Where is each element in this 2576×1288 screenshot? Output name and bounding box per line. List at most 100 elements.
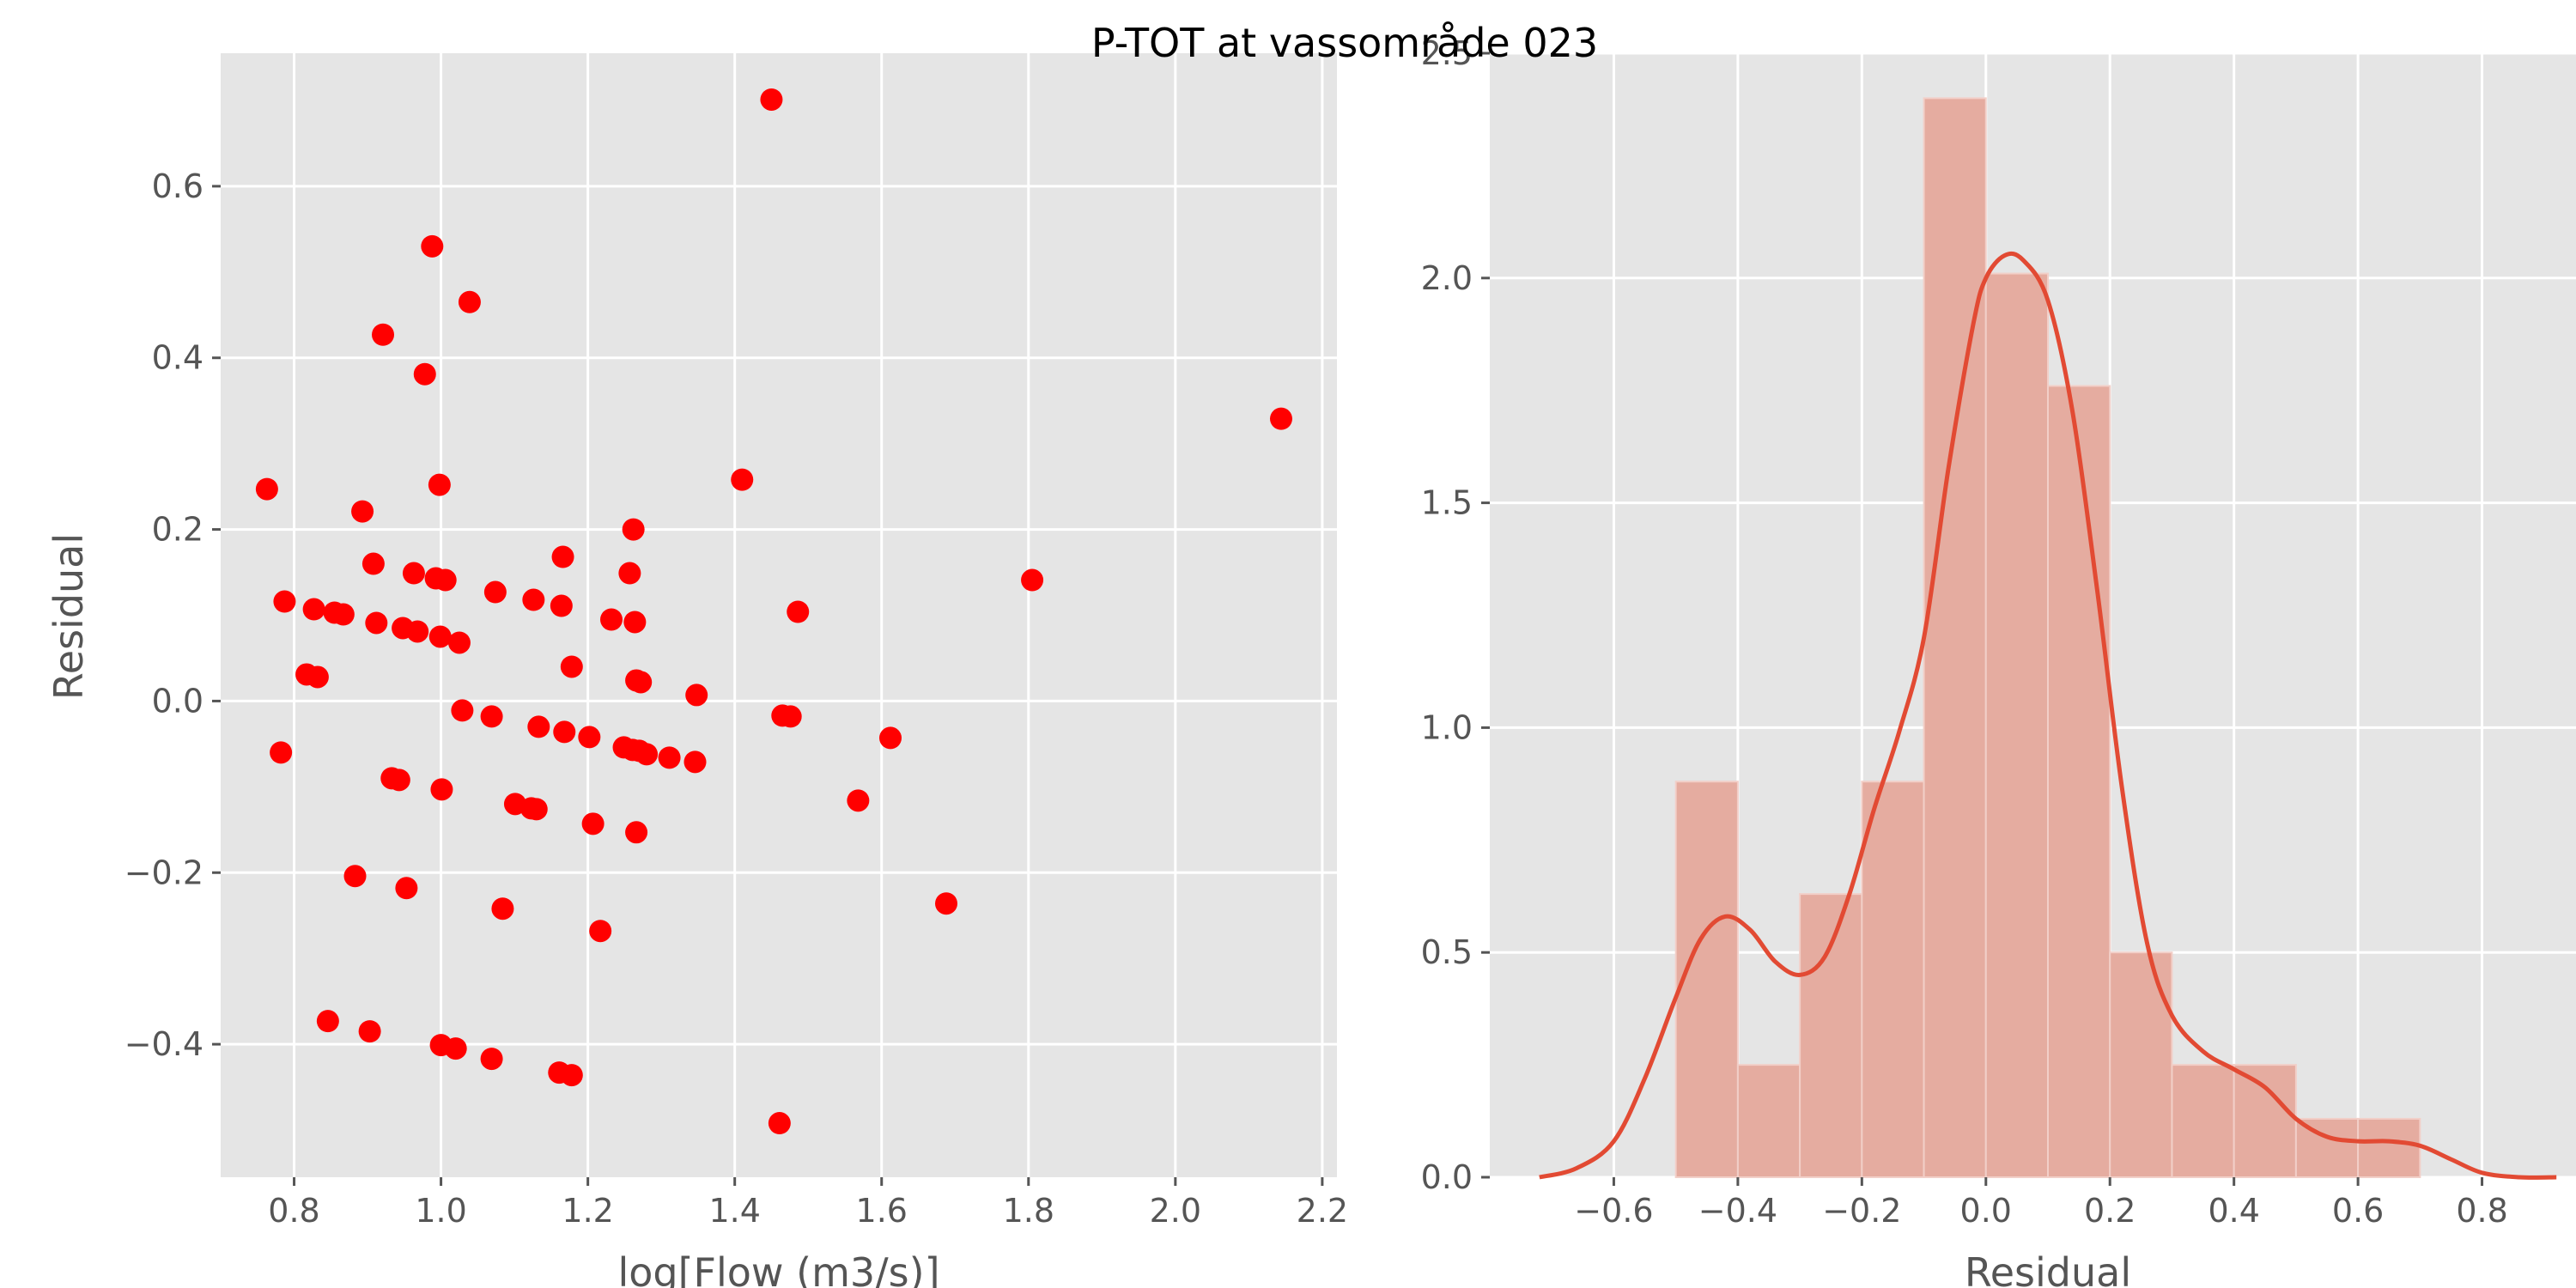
histogram-x-tick-label: 0.0	[1960, 1192, 2012, 1230]
scatter-point	[685, 683, 708, 707]
scatter-point	[406, 620, 429, 643]
histogram-x-tick-label: −0.4	[1698, 1192, 1777, 1230]
scatter-point	[768, 1112, 791, 1135]
scatter-point	[760, 88, 783, 111]
scatter-gridlines	[221, 53, 1337, 1177]
scatter-point	[395, 877, 418, 900]
scatter-point	[589, 920, 612, 943]
scatter-point	[387, 769, 410, 792]
scatter-point	[658, 746, 681, 769]
scatter-point	[365, 611, 388, 635]
scatter-point	[625, 821, 648, 844]
scatter-point	[551, 545, 574, 568]
scatter-point	[306, 665, 329, 689]
scatter-x-tick-label: 1.8	[1003, 1192, 1054, 1230]
scatter-point	[623, 611, 647, 634]
scatter-point	[331, 603, 355, 626]
scatter-point	[372, 323, 395, 346]
scatter-point	[527, 715, 550, 738]
scatter-point	[343, 865, 367, 888]
scatter-x-tick-label: 2.2	[1297, 1192, 1348, 1230]
scatter-point	[447, 631, 471, 654]
scatter-point	[361, 552, 385, 575]
scatter-point	[421, 234, 444, 258]
histogram-y-tick-label: 1.0	[1421, 708, 1473, 746]
scatter-y-axis-label: Residual	[46, 533, 92, 700]
residual-vs-flow-scatter-panel: 0.8 1.0 1.2 1.4 1.6 1.8 2.0 2.2 −0.4 −0.2 0.0 0.2 0…	[46, 53, 1348, 1288]
scatter-x-tick-label: 1.4	[708, 1192, 760, 1230]
scatter-y-tick-label: −0.4	[125, 1025, 204, 1063]
scatter-point	[428, 473, 451, 496]
histogram-x-axis-label: Residual	[1965, 1249, 2131, 1288]
scatter-point	[402, 562, 425, 585]
scatter-point	[430, 778, 453, 801]
scatter-point	[491, 897, 514, 920]
scatter-x-axis-label: log[Flow (m3/s)]	[617, 1249, 939, 1288]
scatter-y-tick-label: 0.4	[152, 339, 204, 377]
scatter-point	[618, 562, 641, 585]
scatter-x-tick-label: 1.6	[856, 1192, 908, 1230]
scatter-point	[578, 726, 601, 749]
scatter-point	[458, 290, 481, 313]
scatter-point	[550, 594, 573, 617]
histogram-bar	[1923, 97, 1987, 1179]
histogram-bar	[2047, 385, 2111, 1178]
scatter-point	[1021, 568, 1044, 592]
histogram-x-tick-label: 0.8	[2456, 1192, 2507, 1230]
scatter-point	[351, 500, 374, 523]
scatter-y-tick-label: 0.6	[152, 167, 204, 205]
histogram-bar	[2109, 951, 2173, 1178]
scatter-point	[787, 600, 810, 623]
scatter-point	[731, 468, 754, 491]
histogram-y-tick-label: 2.5	[1421, 34, 1473, 72]
scatter-y-ticks: −0.4 −0.2 0.0 0.2 0.4 0.6	[125, 167, 221, 1063]
scatter-point	[879, 726, 902, 750]
scatter-point	[683, 750, 707, 774]
scatter-point	[444, 1037, 467, 1060]
scatter-x-ticks: 0.8 1.0 1.2 1.4 1.6 1.8 2.0 2.2	[268, 1177, 1348, 1230]
scatter-y-tick-label: −0.2	[125, 854, 204, 891]
scatter-point	[1270, 407, 1292, 430]
histogram-bar	[1984, 272, 2050, 1179]
scatter-x-tick-label: 1.2	[562, 1192, 613, 1230]
scatter-point	[451, 699, 474, 722]
scatter-point	[935, 892, 957, 915]
scatter-x-tick-label: 1.0	[415, 1192, 466, 1230]
histogram-bar	[2171, 1064, 2235, 1178]
scatter-point	[316, 1010, 339, 1033]
histogram-y-tick-label: 0.0	[1421, 1158, 1473, 1196]
histogram-bar	[1736, 1064, 1801, 1178]
scatter-point	[622, 518, 645, 541]
scatter-point	[779, 705, 802, 728]
histogram-x-tick-label: −0.6	[1574, 1192, 1653, 1230]
scatter-point	[560, 1064, 583, 1087]
histogram-bar	[2357, 1117, 2421, 1179]
scatter-point	[413, 362, 436, 386]
histogram-y-tick-label: 1.5	[1421, 484, 1473, 522]
scatter-y-tick-label: 0.2	[152, 511, 204, 549]
scatter-point	[581, 812, 605, 835]
scatter-point	[302, 598, 325, 621]
figure-title: P-TOT at vassområde 023	[1091, 20, 1598, 66]
scatter-point	[525, 798, 548, 821]
scatter-point	[434, 568, 457, 592]
histogram-x-tick-label: 0.4	[2208, 1192, 2259, 1230]
scatter-point	[428, 625, 452, 648]
scatter-plot-area	[221, 53, 1337, 1177]
histogram-x-tick-label: 0.2	[2084, 1192, 2136, 1230]
histogram-x-tick-label: −0.2	[1822, 1192, 1901, 1230]
histogram-y-tick-label: 0.5	[1421, 933, 1473, 971]
scatter-point	[635, 743, 659, 766]
scatter-point	[480, 705, 503, 728]
scatter-point	[847, 789, 870, 812]
scatter-point	[483, 580, 507, 604]
histogram-y-tick-label: 2.0	[1421, 259, 1473, 297]
histogram-bar	[1674, 781, 1739, 1178]
scatter-point	[600, 608, 623, 631]
scatter-x-tick-label: 2.0	[1150, 1192, 1201, 1230]
scatter-point	[553, 720, 576, 744]
scatter-points	[255, 88, 1292, 1135]
histogram-bar	[1799, 893, 1863, 1178]
scatter-point	[255, 477, 278, 501]
